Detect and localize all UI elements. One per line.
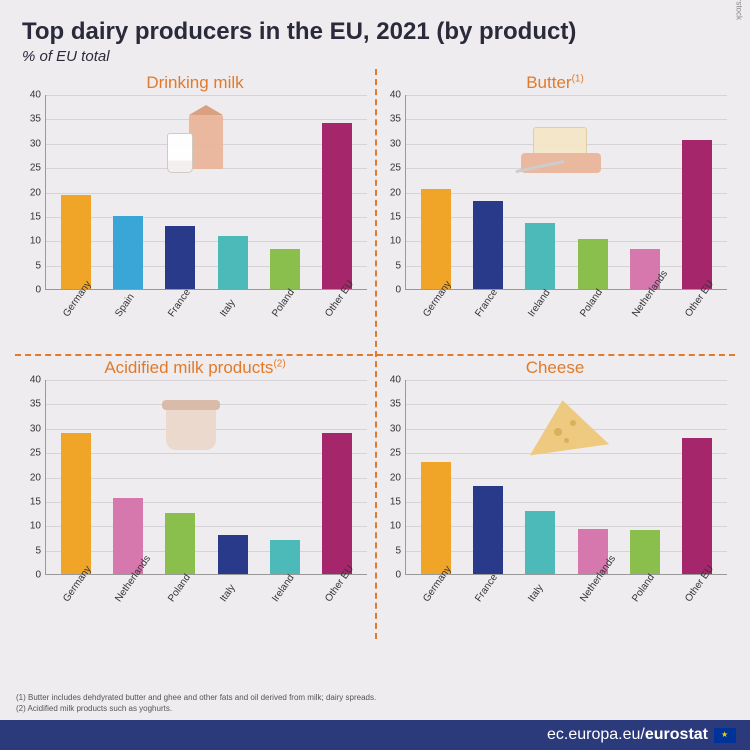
- footer-url-brand: eurostat: [645, 726, 708, 744]
- y-tick-label: 0: [395, 570, 401, 581]
- y-tick-label: 5: [35, 545, 41, 556]
- y-tick-label: 20: [30, 187, 41, 198]
- panel-title: Drinking milk: [23, 73, 367, 93]
- chart-panel: Butter(1) 0 5 10 15 20 25 30 35 40 GermanyFrance…: [375, 69, 735, 354]
- chart-area: 0510152025303540: [23, 380, 367, 575]
- panel-title: Acidified milk products(2): [23, 358, 367, 378]
- eu-flag-icon: [714, 728, 736, 743]
- y-tick-label: 0: [395, 285, 401, 296]
- bar: [61, 195, 91, 289]
- y-axis: 0510152025303540: [383, 95, 405, 290]
- y-tick-label: 20: [30, 472, 41, 483]
- footnote-1: (1) Butter includes dehdyrated butter an…: [16, 693, 376, 703]
- bar: [165, 513, 195, 574]
- plot: [45, 95, 367, 290]
- chart-area: 0510152025303540: [23, 95, 367, 290]
- y-tick-label: 5: [395, 260, 401, 271]
- y-tick-label: 35: [390, 399, 401, 410]
- y-tick-label: 20: [390, 187, 401, 198]
- bars-container: [46, 380, 367, 574]
- bar: [473, 201, 503, 289]
- bar: [630, 530, 660, 574]
- chart-panel: Cheese 0 5 10 15 20 25 30 35 40 GermanyFranceIta…: [375, 354, 735, 639]
- bar: [113, 216, 143, 289]
- x-axis: GermanyNetherlandsPolandItalyIrelandOthe…: [45, 575, 367, 594]
- y-tick-label: 35: [390, 114, 401, 125]
- chart-grid: Drinking milk 0 5 10 15 20 25 30 35 40 GermanySp…: [15, 69, 735, 639]
- x-axis: GermanySpainFranceItalyPolandOther EU: [45, 290, 367, 309]
- y-tick-label: 10: [390, 236, 401, 247]
- y-tick-label: 5: [35, 260, 41, 271]
- y-tick-label: 10: [390, 521, 401, 532]
- y-tick-label: 10: [30, 521, 41, 532]
- y-tick-label: 20: [390, 472, 401, 483]
- bar: [682, 438, 712, 575]
- y-tick-label: 25: [390, 448, 401, 459]
- page-subtitle: % of EU total: [22, 48, 728, 65]
- bar: [421, 462, 451, 574]
- bar: [165, 226, 195, 289]
- x-axis: GermanyFranceItalyNetherlandsPolandOther…: [405, 575, 727, 594]
- plot: [405, 95, 727, 290]
- y-tick-label: 40: [30, 90, 41, 101]
- y-tick-label: 30: [30, 138, 41, 149]
- y-tick-label: 25: [30, 163, 41, 174]
- bar: [578, 239, 608, 289]
- bar: [322, 123, 352, 289]
- footer-url-domain: ec.europa.eu/: [547, 726, 645, 744]
- bar: [322, 433, 352, 574]
- y-tick-label: 40: [390, 90, 401, 101]
- bar: [218, 236, 248, 289]
- y-axis: 0510152025303540: [23, 95, 45, 290]
- image-credit: © Shutterstock: [735, 0, 744, 20]
- chart-area: 0510152025303540: [383, 95, 727, 290]
- chart-area: 0510152025303540: [383, 380, 727, 575]
- footer: ec.europa.eu/eurostat: [0, 720, 750, 750]
- y-tick-label: 0: [35, 285, 41, 296]
- bars-container: [406, 95, 727, 289]
- y-tick-label: 35: [30, 399, 41, 410]
- panel-title: Cheese: [383, 358, 727, 378]
- bar: [525, 511, 555, 574]
- bar: [421, 189, 451, 289]
- footnote-2: (2) Acidified milk products such as yogh…: [16, 704, 376, 714]
- bar: [270, 249, 300, 289]
- y-tick-label: 40: [390, 375, 401, 386]
- y-tick-label: 25: [390, 163, 401, 174]
- y-tick-label: 35: [30, 114, 41, 125]
- y-axis: 0510152025303540: [383, 380, 405, 575]
- bar: [473, 486, 503, 574]
- header: Top dairy producers in the EU, 2021 (by …: [0, 0, 750, 69]
- chart-panel: Drinking milk 0 5 10 15 20 25 30 35 40 GermanySp…: [15, 69, 375, 354]
- bar: [525, 223, 555, 289]
- y-tick-label: 0: [35, 570, 41, 581]
- y-tick-label: 5: [395, 545, 401, 556]
- y-tick-label: 40: [30, 375, 41, 386]
- y-axis: 0510152025303540: [23, 380, 45, 575]
- footnotes: (1) Butter includes dehdyrated butter an…: [16, 693, 376, 714]
- bars-container: [406, 380, 727, 574]
- y-tick-label: 15: [30, 211, 41, 222]
- panel-title: Butter(1): [383, 73, 727, 93]
- plot: [405, 380, 727, 575]
- bar: [270, 540, 300, 574]
- y-tick-label: 30: [30, 423, 41, 434]
- bar: [218, 535, 248, 574]
- y-tick-label: 15: [390, 211, 401, 222]
- chart-panel: Acidified milk products(2) 0 5 10 15 20 25 30 3…: [15, 354, 375, 639]
- y-tick-label: 10: [30, 236, 41, 247]
- plot: [45, 380, 367, 575]
- y-tick-label: 25: [30, 448, 41, 459]
- x-axis: GermanyFranceIrelandPolandNetherlandsOth…: [405, 290, 727, 309]
- y-tick-label: 15: [30, 496, 41, 507]
- page-title: Top dairy producers in the EU, 2021 (by …: [22, 18, 728, 46]
- bars-container: [46, 95, 367, 289]
- y-tick-label: 30: [390, 423, 401, 434]
- bar: [682, 140, 712, 289]
- bar: [61, 433, 91, 574]
- y-tick-label: 30: [390, 138, 401, 149]
- y-tick-label: 15: [390, 496, 401, 507]
